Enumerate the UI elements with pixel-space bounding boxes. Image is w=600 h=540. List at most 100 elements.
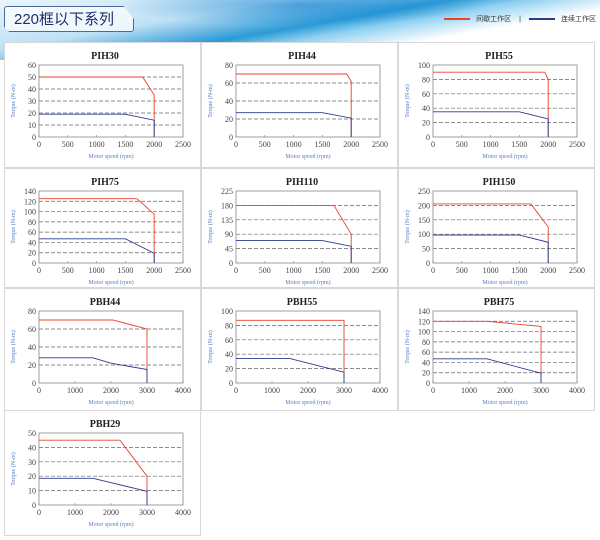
chart-title: PIH75 (91, 177, 119, 188)
x-tick-label: 2000 (146, 266, 162, 275)
chart-panel-pih44: PIH44 0 20 40 60 80 0 500 1000 1500 2000 2500 Motor … (201, 42, 398, 168)
chart-svg: PIH30 0 10 20 30 40 50 60 0 500 1000 1500 2000 2500 Mo… (10, 51, 191, 160)
x-tick-label: 1500 (117, 266, 133, 275)
x-tick-label: 0 (37, 140, 41, 149)
y-tick-label: 50 (28, 73, 36, 82)
series-intermittent-line (433, 71, 549, 137)
chart-svg: PBH44 0 20 40 60 80 0 1000 2000 3000 4000 Motor spe… (10, 297, 191, 406)
y-tick-label: 20 (28, 249, 36, 258)
x-tick-label: 0 (234, 266, 238, 275)
x-tick-label: 4000 (569, 386, 585, 395)
chart-panel-pih110: PIH110 0 45 90 135 180 225 0 500 1000 1500 2000 2500… (201, 168, 398, 288)
x-tick-label: 1000 (89, 266, 105, 275)
plot-frame (235, 310, 381, 384)
x-tick-label: 4000 (175, 386, 191, 395)
x-axis-label: Motor speed (rpm) (285, 279, 330, 286)
x-tick-label: 0 (37, 386, 41, 395)
chart-panel-pih30: PIH30 0 10 20 30 40 50 60 0 500 1000 1500 2000 2500 Mo… (4, 42, 201, 168)
y-tick-label: 20 (225, 365, 233, 374)
legend-label-intermittent: 间歇工作区 (476, 16, 512, 23)
y-axis-label: Torque (N-m) (207, 210, 214, 243)
y-tick-label: 40 (28, 238, 36, 247)
chart-panel-pbh29: PBH29 0 10 20 30 40 50 0 1000 2000 3000 4000 Motor s… (4, 410, 201, 536)
x-tick-label: 1000 (67, 508, 83, 517)
x-tick-label: 500 (456, 140, 468, 149)
y-tick-label: 80 (422, 75, 430, 84)
y-tick-label: 20 (422, 369, 430, 378)
y-tick-label: 20 (422, 119, 430, 128)
x-tick-label: 2000 (343, 266, 359, 275)
y-tick-label: 250 (418, 187, 430, 196)
y-tick-label: 80 (28, 307, 36, 316)
plot-frame (38, 310, 184, 384)
y-tick-label: 90 (225, 230, 233, 239)
chart-title: PBH75 (484, 297, 515, 308)
x-tick-label: 1500 (511, 140, 527, 149)
chart-title: PBH29 (90, 419, 121, 430)
y-tick-label: 10 (28, 487, 36, 496)
y-tick-label: 40 (225, 350, 233, 359)
y-axis-label: Torque (N-m) (207, 84, 214, 117)
chart-title: PIH110 (286, 177, 318, 188)
y-tick-label: 40 (422, 104, 430, 113)
y-tick-label: 135 (221, 216, 233, 225)
series-intermittent-line (236, 73, 352, 137)
x-tick-label: 0 (234, 386, 238, 395)
y-tick-label: 80 (28, 218, 36, 227)
series-continuous-line (236, 240, 352, 263)
x-axis-label: Motor speed (rpm) (88, 399, 133, 406)
x-tick-label: 500 (259, 266, 271, 275)
y-tick-label: 0 (426, 259, 430, 268)
x-tick-label: 0 (431, 140, 435, 149)
x-tick-label: 2500 (175, 140, 191, 149)
y-tick-label: 30 (28, 97, 36, 106)
x-tick-label: 2500 (372, 140, 388, 149)
x-axis-label: Motor speed (rpm) (88, 153, 133, 160)
x-tick-label: 1000 (89, 140, 105, 149)
y-tick-label: 50 (28, 429, 36, 438)
y-tick-label: 30 (28, 458, 36, 467)
legend-label-continuous: 连续工作区 (561, 16, 596, 23)
y-tick-label: 20 (28, 361, 36, 370)
series-continuous-line (236, 358, 345, 383)
y-tick-label: 100 (24, 208, 36, 217)
plot-frame (235, 190, 381, 264)
series-continuous-line (39, 238, 155, 263)
y-tick-label: 60 (28, 228, 36, 237)
y-tick-label: 0 (426, 133, 430, 142)
x-tick-label: 3000 (533, 386, 549, 395)
x-tick-label: 1000 (286, 266, 302, 275)
x-axis-label: Motor speed (rpm) (482, 279, 527, 286)
y-axis-label: Torque (N-m) (404, 84, 411, 117)
x-tick-label: 1000 (286, 140, 302, 149)
x-tick-label: 2000 (300, 386, 316, 395)
x-tick-label: 0 (431, 266, 435, 275)
chart-panel-pih55: PIH55 0 20 40 60 80 100 0 500 1000 1500 2000 2500 Mot… (398, 42, 595, 168)
y-tick-label: 40 (28, 343, 36, 352)
x-tick-label: 4000 (372, 386, 388, 395)
series-intermittent-line (236, 319, 345, 383)
x-axis-label: Motor speed (rpm) (88, 521, 133, 528)
chart-title: PIH55 (485, 51, 513, 62)
x-tick-label: 0 (37, 508, 41, 517)
x-tick-label: 2500 (569, 140, 585, 149)
x-tick-label: 1500 (314, 266, 330, 275)
x-tick-label: 2000 (103, 386, 119, 395)
chart-title: PIH150 (483, 177, 516, 188)
y-tick-label: 200 (418, 201, 430, 210)
page-title: 220框以下系列 (14, 11, 115, 28)
x-tick-label: 2000 (146, 140, 162, 149)
chart-panel-pih75: PIH75 0 20 40 60 80 100 120 140 0 500 1000 1500 2000 2… (4, 168, 201, 288)
series-intermittent-line (433, 203, 549, 263)
series-continuous-line (39, 477, 148, 505)
y-tick-label: 140 (24, 187, 36, 196)
y-tick-label: 0 (229, 259, 233, 268)
plot-frame (432, 64, 578, 138)
x-tick-label: 500 (456, 266, 468, 275)
x-tick-label: 1500 (511, 266, 527, 275)
series-continuous-line (236, 112, 352, 137)
x-axis-label: Motor speed (rpm) (482, 153, 527, 160)
x-tick-label: 2000 (497, 386, 513, 395)
y-tick-label: 40 (422, 358, 430, 367)
y-tick-label: 40 (28, 85, 36, 94)
